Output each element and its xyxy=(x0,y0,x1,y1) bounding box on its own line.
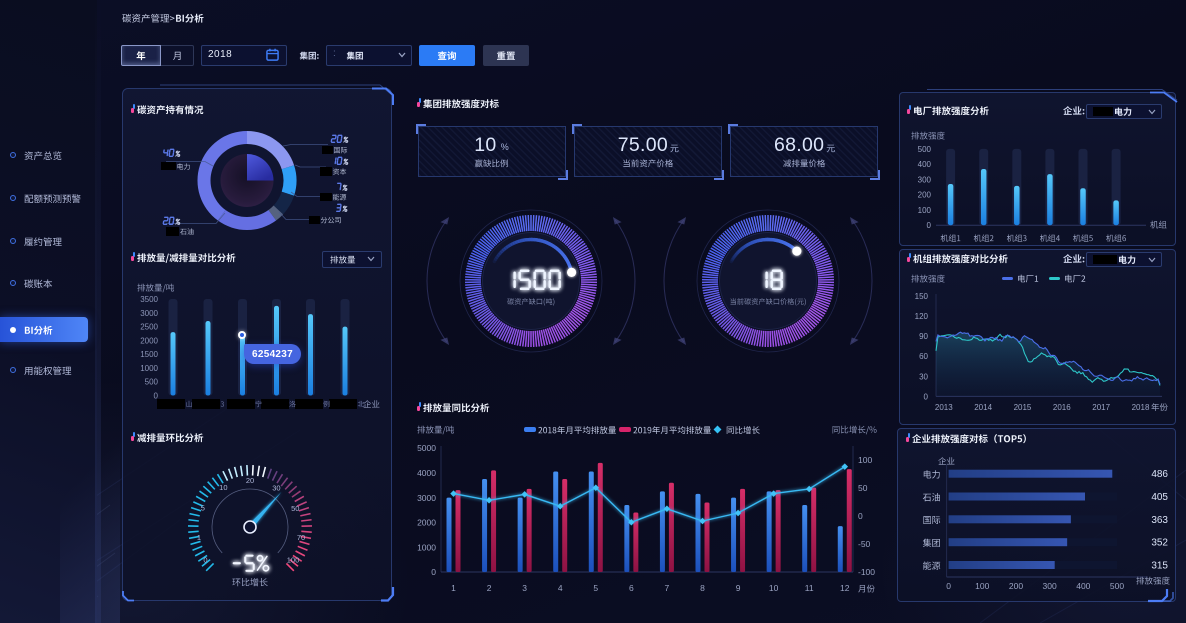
svg-text:486: 486 xyxy=(1151,469,1168,480)
svg-text:0: 0 xyxy=(924,392,929,401)
svg-text:5: 5 xyxy=(593,583,598,593)
svg-text:150: 150 xyxy=(915,292,929,301)
svg-text:1000: 1000 xyxy=(140,364,158,373)
svg-text:2000: 2000 xyxy=(140,336,158,345)
svg-text:4000: 4000 xyxy=(417,468,436,478)
svg-text:405: 405 xyxy=(1151,492,1168,503)
svg-text:30: 30 xyxy=(919,372,928,381)
svg-text:50: 50 xyxy=(291,504,299,513)
svg-text:1: 1 xyxy=(197,533,201,542)
svg-text:4: 4 xyxy=(558,583,563,593)
svg-text:60: 60 xyxy=(919,352,928,361)
svg-text:500: 500 xyxy=(1110,581,1124,591)
svg-text:0: 0 xyxy=(154,392,159,401)
svg-text:2: 2 xyxy=(487,583,492,593)
svg-text:100: 100 xyxy=(858,455,872,465)
svg-text:315: 315 xyxy=(1151,561,1168,572)
svg-text:400: 400 xyxy=(1076,581,1090,591)
svg-text:500: 500 xyxy=(918,145,932,154)
svg-text:2018: 2018 xyxy=(1132,403,1150,412)
svg-text:50: 50 xyxy=(858,483,868,493)
svg-text:0: 0 xyxy=(946,581,951,591)
svg-text:3500: 3500 xyxy=(140,295,158,304)
svg-text:0: 0 xyxy=(927,221,932,230)
svg-text:5: 5 xyxy=(201,503,205,512)
svg-text:363: 363 xyxy=(1151,515,1168,526)
svg-text:11: 11 xyxy=(805,583,814,593)
svg-text:0: 0 xyxy=(858,511,863,521)
svg-text:9: 9 xyxy=(736,583,741,593)
svg-text:300: 300 xyxy=(918,175,932,184)
svg-text:1: 1 xyxy=(451,583,456,593)
svg-text:30: 30 xyxy=(272,483,280,492)
svg-text:70: 70 xyxy=(297,533,305,542)
svg-text:352: 352 xyxy=(1151,538,1168,549)
svg-text:-100: -100 xyxy=(858,567,875,577)
svg-text:20: 20 xyxy=(246,476,254,485)
svg-text:10: 10 xyxy=(769,583,779,593)
svg-text:100: 100 xyxy=(287,556,300,565)
svg-text:2014: 2014 xyxy=(974,403,992,412)
svg-text:400: 400 xyxy=(918,160,932,169)
svg-text:8: 8 xyxy=(700,583,705,593)
svg-text:6: 6 xyxy=(629,583,634,593)
svg-text:2017: 2017 xyxy=(1092,403,1110,412)
svg-text:300: 300 xyxy=(1043,581,1057,591)
svg-text:2500: 2500 xyxy=(140,323,158,332)
svg-text:12: 12 xyxy=(840,583,850,593)
svg-text:-50: -50 xyxy=(858,539,871,549)
svg-text:3000: 3000 xyxy=(417,493,436,503)
svg-text:2000: 2000 xyxy=(417,518,436,528)
svg-text:3: 3 xyxy=(522,583,527,593)
svg-text:5000: 5000 xyxy=(417,443,436,453)
svg-text:500: 500 xyxy=(145,378,159,387)
svg-text:0: 0 xyxy=(203,556,207,565)
svg-text:1000: 1000 xyxy=(417,542,436,552)
svg-text:120: 120 xyxy=(915,312,929,321)
svg-text:90: 90 xyxy=(919,332,928,341)
svg-text:2016: 2016 xyxy=(1053,403,1071,412)
svg-text:2015: 2015 xyxy=(1014,403,1032,412)
svg-text:2013: 2013 xyxy=(935,403,953,412)
svg-text:1500: 1500 xyxy=(140,350,158,359)
svg-text:10: 10 xyxy=(219,483,227,492)
svg-text:100: 100 xyxy=(975,581,989,591)
svg-text:3000: 3000 xyxy=(140,309,158,318)
svg-text:0: 0 xyxy=(431,567,436,577)
svg-text:200: 200 xyxy=(918,191,932,200)
svg-text:200: 200 xyxy=(1009,581,1023,591)
svg-text:7: 7 xyxy=(665,583,670,593)
svg-text:100: 100 xyxy=(918,206,932,215)
